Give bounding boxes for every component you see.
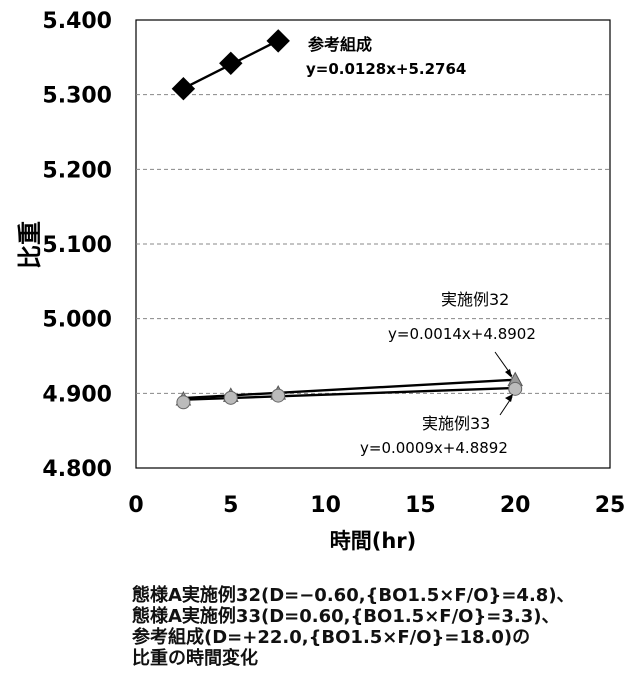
x-tick-label: 0 <box>128 493 143 518</box>
x-tick-label: 15 <box>405 493 436 518</box>
x-tick-label: 25 <box>595 493 626 518</box>
circle-marker <box>508 381 523 396</box>
x-tick-label: 5 <box>223 493 238 518</box>
circle-marker <box>223 390 238 405</box>
caption-line-2: 態様A実施例33(D=0.60,{BO1.5×F/O}=3.3)、 <box>132 606 560 627</box>
specific-gravity-chart: 0 5 10 15 20 25 4.800 4.900 5.000 5.100 5.200 5.30… <box>16 9 625 553</box>
trend-line <box>183 378 516 400</box>
annotations <box>494 351 513 416</box>
x-tick-labels: 0 5 10 15 20 25 <box>128 493 625 518</box>
x-axis-label: 時間(hr) <box>330 529 417 553</box>
ex32-series-name: 実施例32 <box>441 290 509 309</box>
figure-caption: 態様A実施例32(D=−0.60,{BO1.5×F/O}=4.8)、 態様A実施… <box>132 585 632 669</box>
y-tick-label: 5.100 <box>42 233 112 258</box>
diamond-marker <box>266 29 290 53</box>
ex33-series-equation: y=0.0009x+4.8892 <box>360 439 508 457</box>
gridlines <box>136 94 610 394</box>
x-tick-label: 10 <box>310 493 341 518</box>
y-tick-labels: 4.800 4.900 5.000 5.100 5.200 5.300 5.400 <box>42 9 112 482</box>
y-tick-label: 4.800 <box>42 457 112 482</box>
caption-line-4: 比重の時間変化 <box>132 648 258 669</box>
y-tick-label: 4.900 <box>42 382 112 407</box>
data-points <box>171 29 524 410</box>
diamond-marker <box>171 76 196 101</box>
caption-line-1: 態様A実施例32(D=−0.60,{BO1.5×F/O}=4.8)、 <box>132 585 575 606</box>
y-tick-label: 5.200 <box>42 158 112 183</box>
trend-line <box>183 386 516 401</box>
y-tick-label: 5.000 <box>42 308 112 333</box>
arrowhead-ex32 <box>505 369 512 378</box>
ref-series-name: 参考組成 <box>308 35 372 54</box>
ex32-series-equation: y=0.0014x+4.8902 <box>388 325 536 343</box>
x-tick-label: 20 <box>500 493 531 518</box>
circle-marker <box>176 395 191 410</box>
y-tick-label: 5.400 <box>42 9 112 34</box>
y-axis-label: 比重 <box>16 221 44 269</box>
y-tick-label: 5.300 <box>42 84 112 109</box>
arrowhead-ex33 <box>505 394 513 402</box>
ex33-series-name: 実施例33 <box>422 414 490 433</box>
diamond-marker <box>219 51 243 76</box>
caption-line-3: 参考組成(D=+22.0,{BO1.5×F/O}=18.0)の <box>132 627 531 648</box>
ref-series-equation: y=0.0128x+5.2764 <box>306 60 466 78</box>
circle-marker <box>271 388 286 403</box>
